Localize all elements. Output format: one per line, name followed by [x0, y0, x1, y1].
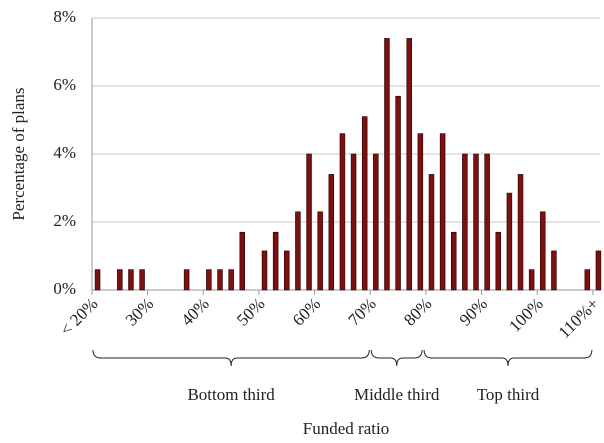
bar [284, 250, 290, 291]
bar [228, 269, 234, 291]
bar [473, 153, 479, 291]
x-tick-label: < 20% [56, 294, 101, 339]
bar [261, 250, 268, 291]
x-tick-label: 30% [122, 294, 157, 329]
annotation: Bottom third [187, 385, 275, 404]
bar [94, 269, 101, 291]
brace [92, 349, 370, 367]
bar [350, 153, 357, 291]
bar [139, 269, 145, 291]
bar [484, 153, 490, 291]
bar [306, 153, 312, 291]
bar [595, 250, 602, 291]
x-tick-label: 100% [505, 294, 546, 335]
bar [517, 174, 524, 291]
y-tick-label: 8% [53, 7, 76, 26]
bar [361, 116, 368, 291]
x-tick-label: 80% [400, 294, 435, 329]
bar [339, 133, 346, 291]
bar [295, 211, 301, 291]
brace [423, 349, 593, 367]
bar [206, 269, 212, 291]
bar [128, 269, 134, 291]
bar [217, 269, 223, 291]
bar [272, 231, 279, 291]
bar [384, 38, 390, 291]
y-tick-label: 0% [53, 279, 76, 298]
bar [417, 133, 424, 291]
x-tick-label: 50% [233, 294, 268, 329]
x-tick-label: 90% [456, 294, 491, 329]
y-tick-label: 6% [53, 75, 76, 94]
bar [406, 38, 412, 291]
x-tick-label: 70% [344, 294, 379, 329]
bar [528, 269, 535, 291]
x-axis-title: Funded ratio [303, 419, 389, 438]
bar [462, 153, 468, 291]
bar [395, 95, 401, 291]
y-tick-label: 2% [53, 211, 76, 230]
x-tick-label: 40% [177, 294, 212, 329]
bar [428, 174, 435, 291]
bar [328, 174, 335, 291]
bar [117, 269, 123, 291]
bar [450, 231, 457, 291]
bar [239, 231, 246, 291]
brace [370, 349, 423, 367]
bar [317, 211, 323, 291]
bar [540, 211, 546, 291]
annotation: Top third [477, 385, 540, 404]
bar [584, 269, 591, 291]
bar [506, 192, 513, 291]
y-tick-label: 4% [53, 143, 76, 162]
x-tick-label: 110%+ [555, 294, 603, 342]
bar [373, 153, 379, 291]
annotation: Middle third [354, 385, 440, 404]
y-axis-title: Percentage of plans [9, 87, 28, 220]
x-tick-label: 60% [289, 294, 324, 329]
bar [439, 133, 446, 291]
bar [551, 250, 557, 291]
bar [183, 269, 190, 291]
bar [495, 231, 502, 291]
